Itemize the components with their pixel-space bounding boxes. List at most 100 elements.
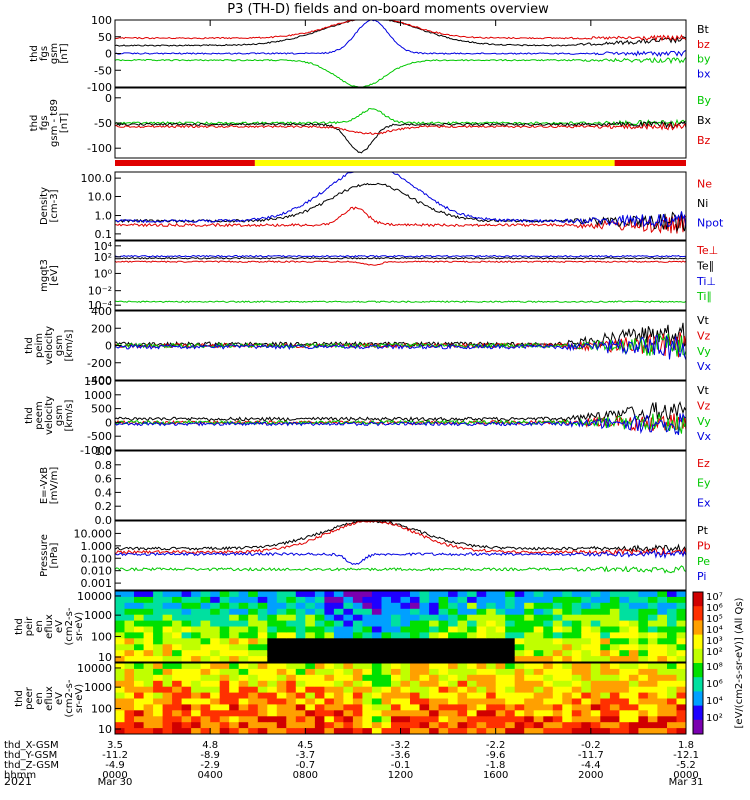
spectrogram-cell [676, 626, 687, 633]
spectrogram-cell [514, 620, 525, 627]
spectrogram-cell [638, 674, 649, 682]
spectrogram-cell [600, 663, 611, 670]
spectrogram-cell [229, 644, 240, 651]
spectrogram-cell [286, 663, 297, 670]
spectrogram-cell [314, 692, 325, 699]
spectrogram-cell [581, 608, 592, 616]
spectrogram-cell [571, 722, 582, 729]
spectrogram-cell [400, 638, 411, 645]
spectrogram-cell [362, 656, 373, 663]
spectrogram-cell [543, 632, 554, 639]
spectrogram-cell [600, 686, 611, 694]
spectrogram-cell [657, 728, 668, 735]
spectrogram-cell [305, 722, 316, 729]
spectrogram-cell [371, 704, 382, 711]
spectrogram-cell [257, 656, 268, 663]
spectrogram-cell [200, 692, 211, 699]
spectrogram-cell [590, 663, 601, 670]
spectrogram-cell [391, 591, 401, 598]
spectrogram-cell [571, 704, 582, 711]
spectrogram-cell [248, 674, 259, 682]
spectrogram-cell [448, 608, 459, 616]
spectrogram-cell [381, 650, 392, 657]
spectrogram-cell [581, 656, 592, 663]
spectrogram-cell [276, 728, 287, 735]
spectrogram-cell [248, 692, 259, 699]
spectrogram-cell [600, 716, 611, 723]
legend-entry: bz [697, 38, 710, 51]
spectrogram-cell [590, 680, 601, 688]
spectrogram-cell [486, 596, 497, 604]
ylabel-line: Pressure [39, 534, 50, 577]
spectrogram-cell [505, 626, 516, 633]
spectrogram-cell [181, 663, 192, 670]
spectrogram-cell [543, 620, 554, 627]
colorbar-tick: 10⁷ [706, 592, 723, 603]
spectrogram-cell [486, 704, 497, 711]
spectrogram-cell [324, 608, 335, 616]
spectrogram-cell [362, 626, 373, 633]
spectrogram-cell [467, 686, 478, 694]
ytick-label: 100.0 [81, 172, 113, 185]
ylabel-electron-velocity: thd peem velocity gsm [km/s] [24, 396, 75, 435]
spectrogram-cell [172, 710, 183, 717]
spectrogram-cell [476, 620, 487, 627]
spectrogram-cell [638, 608, 649, 616]
panel-frame [114, 590, 687, 663]
spectrogram-cell [676, 602, 687, 610]
spectrogram-cell [362, 710, 373, 717]
spectrogram-cell [410, 638, 420, 645]
spectrogram-cell [562, 680, 573, 688]
spectrogram-cell [324, 602, 335, 610]
spectrogram-cell [448, 656, 459, 663]
spectrogram-cell [286, 728, 297, 735]
spectrogram-cell [429, 692, 440, 699]
spectrogram-cell [600, 632, 611, 639]
spectrogram-cell [115, 710, 125, 717]
spectrogram-cell [134, 674, 144, 682]
spectrogram-cell [248, 716, 259, 723]
ytick-label: 1000 [84, 389, 112, 402]
spectrogram-cell [257, 668, 268, 676]
spectrogram-cell [657, 663, 668, 670]
spectrogram-cell [162, 656, 173, 663]
spectrogram-cell [391, 602, 401, 610]
spectrogram-cell [619, 716, 630, 723]
spectrogram-cell [124, 620, 135, 627]
spectrogram-cell [162, 680, 173, 688]
spectrogram-cell [448, 722, 459, 729]
spectrogram-cell [524, 680, 535, 688]
spectrogram-cell [628, 650, 639, 657]
ytick-label: -50 [94, 64, 112, 77]
spectrogram-cell [257, 692, 268, 699]
spectrogram-cell [495, 674, 506, 682]
spectrogram-cell [457, 638, 468, 645]
spectrogram-cell [343, 663, 354, 670]
ylabel-line: [nT] [59, 43, 70, 63]
spectrogram-cell [238, 722, 249, 729]
spectrogram-cell [276, 602, 287, 610]
spectrogram-cell [524, 591, 535, 598]
spectrogram-cell [333, 686, 344, 694]
spectrogram-cell [581, 716, 592, 723]
spectrogram-cell [162, 650, 173, 657]
spectrogram-cell [619, 626, 630, 633]
spectrogram-cell [371, 710, 382, 717]
spectrogram-cell [115, 614, 125, 622]
spectrogram-cell [429, 704, 440, 711]
spectrogram-cell [134, 686, 144, 694]
spectrogram-cell [571, 656, 582, 663]
spectrogram-cell [657, 698, 668, 705]
spectrogram-cell [324, 674, 335, 682]
legend-entry: Ti⊥ [696, 275, 716, 288]
spectrogram-cell [371, 650, 382, 657]
spectrogram-cell [333, 620, 344, 627]
legend-entry: Vx [697, 360, 712, 373]
spectrogram-cell [181, 686, 192, 694]
spectrogram-cell [600, 728, 611, 735]
spectrogram-cell [552, 596, 563, 604]
spectrogram-cell [676, 692, 687, 699]
spectrogram-cell [647, 663, 658, 670]
spectrogram-cell [238, 608, 249, 616]
spectrogram-cell [467, 698, 478, 705]
